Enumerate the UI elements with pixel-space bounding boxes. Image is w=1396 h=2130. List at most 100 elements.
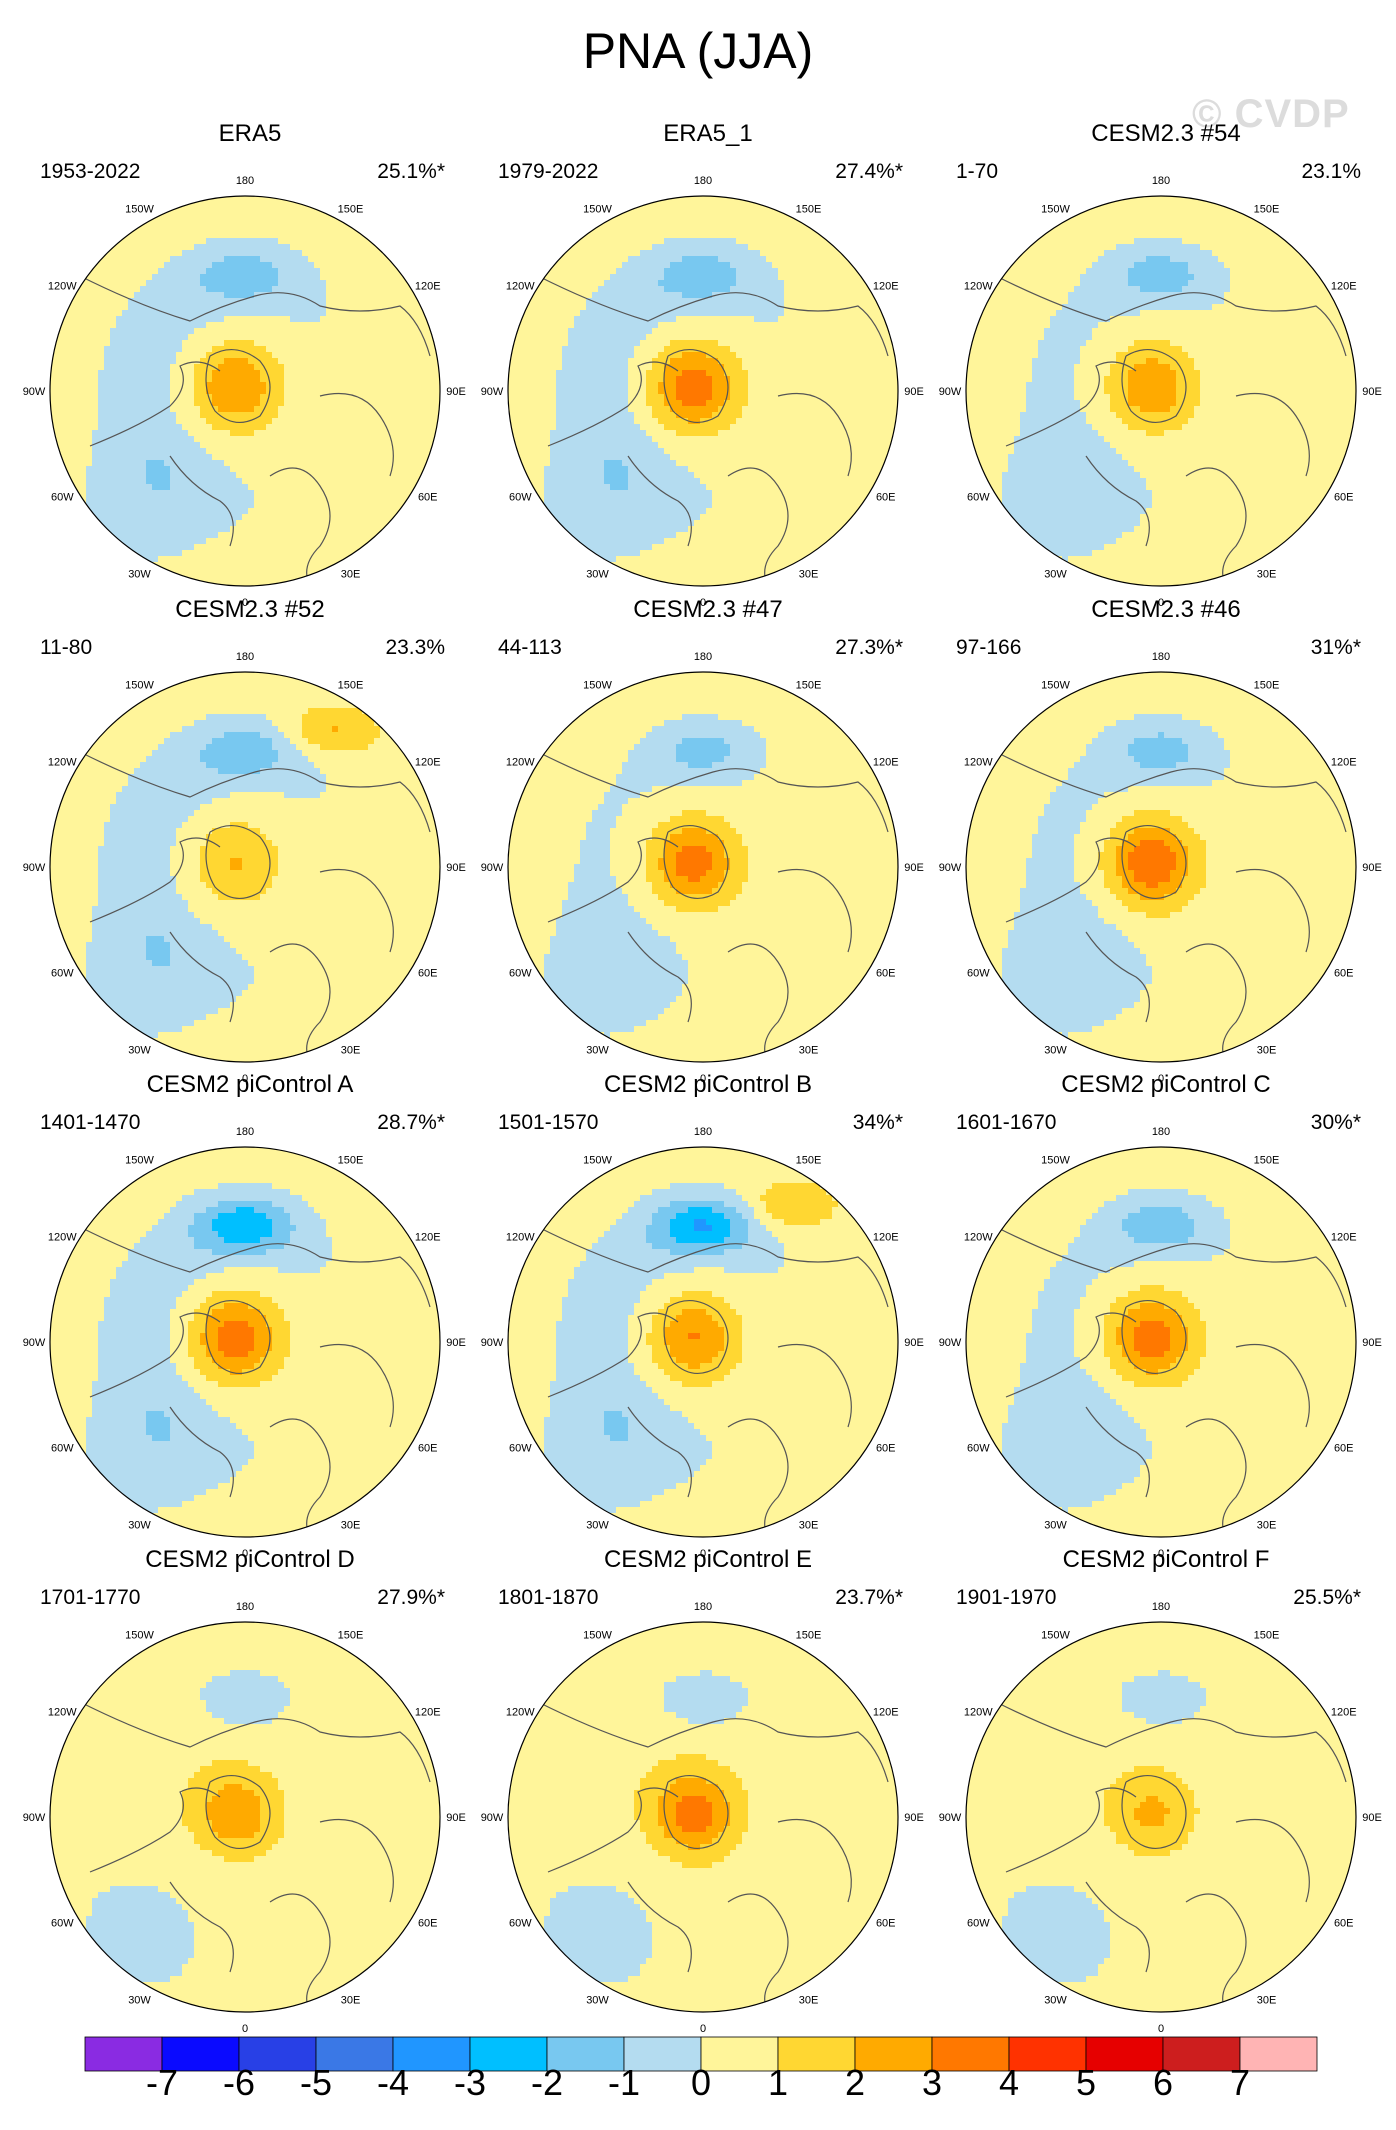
longitude-label: 90E [904, 386, 924, 398]
coastlines [79, 275, 431, 586]
longitude-label: 150E [1254, 1629, 1280, 1641]
longitude-label: 120W [48, 757, 77, 769]
map-panel: CESM2.3 #54 1-70 23.1% 180 150E 120E 90E 60E 30E… [936, 120, 1396, 620]
longitude-label: 30E [341, 1045, 361, 1057]
longitude-label: 0 [242, 2023, 248, 2035]
map-panel: CESM2 piControl C 1601-1670 30%* 180 150E 120… [936, 1071, 1396, 1571]
longitude-label: 150E [338, 1154, 364, 1166]
map-panel: CESM2 piControl A 1401-1470 28.7%* 180 150E 1… [20, 1071, 480, 1571]
longitude-label: 30W [128, 1995, 151, 2007]
colorbar-tick-label: 7 [1210, 2062, 1270, 2104]
panel-period: 11-80 [40, 636, 92, 660]
longitude-label: 30E [799, 1995, 819, 2007]
longitude-label: 0 [242, 597, 248, 609]
polar-map: 180 150E 120E 90E 60E 30E 0 30W 60W 90W 120W 150W [939, 1126, 1382, 1560]
panel-title: CESM2 piControl D [20, 1546, 480, 1574]
cvdp-watermark: © CVDP [1192, 92, 1350, 137]
longitude-label: 150W [583, 1154, 612, 1166]
longitude-label: 60W [509, 1918, 532, 1930]
colorbar-tick-label: -4 [363, 2062, 423, 2104]
figure-title: PNA (JJA) [0, 22, 1396, 80]
longitude-label: 90E [446, 1337, 466, 1349]
longitude-label: 150E [338, 203, 364, 215]
longitude-label: 60E [418, 492, 438, 504]
panel-title: ERA5 [20, 120, 480, 148]
longitude-label: 90E [1362, 386, 1382, 398]
longitude-label: 150W [125, 1629, 154, 1641]
longitude-label: 180 [694, 651, 712, 663]
longitude-label: 60E [876, 968, 896, 980]
panel-title: CESM2.3 #52 [20, 596, 480, 624]
longitude-label: 90E [446, 1812, 466, 1824]
polar-map: 180 150E 120E 90E 60E 30E 0 30W 60W 90W 120W 150W [939, 1601, 1382, 2035]
anomaly-field [508, 1622, 898, 2012]
longitude-label: 60W [509, 492, 532, 504]
colorbar-tick-label: -3 [440, 2062, 500, 2104]
longitude-label: 60W [967, 1918, 990, 1930]
longitude-label: 30E [799, 1520, 819, 1532]
longitude-label: 90W [23, 386, 46, 398]
longitude-label: 30E [341, 1520, 361, 1532]
longitude-label: 90W [939, 386, 962, 398]
longitude-label: 120E [873, 757, 899, 769]
longitude-label: 0 [1158, 1073, 1164, 1085]
longitude-label: 180 [694, 175, 712, 187]
longitude-label: 120E [1331, 1707, 1357, 1719]
anomaly-field [966, 672, 1356, 1062]
polar-map: 180 150E 120E 90E 60E 30E 0 30W 60W 90W 120W 150W [23, 1601, 466, 2035]
polar-map: 180 150E 120E 90E 60E 30E 0 30W 60W 90W 120W 150W [481, 1126, 924, 1560]
longitude-label: 120E [1331, 1232, 1357, 1244]
longitude-label: 150W [1041, 203, 1070, 215]
longitude-label: 60E [418, 1918, 438, 1930]
panel-percent: 30%* [1311, 1111, 1361, 1135]
panel-period: 1979-2022 [498, 160, 598, 184]
panel-period: 97-166 [956, 636, 1021, 660]
map-panel: CESM2.3 #46 97-166 31%* 180 150E 120E 90E 60E 30… [936, 596, 1396, 1096]
longitude-label: 150W [583, 1629, 612, 1641]
colorbar-tick-label: 1 [748, 2062, 808, 2104]
panel-title: CESM2 piControl C [936, 1071, 1396, 1099]
longitude-label: 30W [128, 569, 151, 581]
map-panel: CESM2 piControl F 1901-1970 25.5%* 180 150E 1… [936, 1546, 1396, 2046]
longitude-label: 60W [967, 492, 990, 504]
longitude-label: 150E [796, 203, 822, 215]
longitude-label: 0 [242, 1548, 248, 1560]
longitude-label: 120E [415, 1707, 441, 1719]
polar-map: 180 150E 120E 90E 60E 30E 0 30W 60W 90W 120W 150W [481, 1601, 924, 2035]
longitude-label: 60E [876, 492, 896, 504]
longitude-label: 30W [128, 1520, 151, 1532]
longitude-label: 30E [799, 569, 819, 581]
coastlines [79, 1701, 431, 2012]
longitude-label: 30E [1257, 569, 1277, 581]
polar-map: 180 150E 120E 90E 60E 30E 0 30W 60W 90W 120W 150W [939, 651, 1382, 1085]
longitude-label: 150W [583, 679, 612, 691]
panel-percent: 23.7%* [835, 1586, 903, 1610]
longitude-label: 180 [236, 1601, 254, 1613]
longitude-label: 90E [1362, 1337, 1382, 1349]
longitude-label: 120W [964, 757, 993, 769]
longitude-label: 120E [415, 757, 441, 769]
longitude-label: 90W [939, 862, 962, 874]
map-panel: CESM2 piControl B 1501-1570 34%* 180 150E 120… [478, 1071, 938, 1571]
colorbar-tick-label: 2 [825, 2062, 885, 2104]
longitude-label: 120W [964, 1707, 993, 1719]
longitude-label: 90E [904, 862, 924, 874]
longitude-label: 180 [236, 651, 254, 663]
panel-title: CESM2 piControl A [20, 1071, 480, 1099]
coastlines [537, 751, 889, 1062]
longitude-label: 30W [1044, 1045, 1067, 1057]
longitude-label: 150E [796, 1629, 822, 1641]
coastlines [995, 1226, 1347, 1537]
longitude-label: 0 [1158, 597, 1164, 609]
longitude-label: 150W [1041, 679, 1070, 691]
anomaly-field [50, 672, 440, 1062]
anomaly-field [966, 196, 1356, 586]
longitude-label: 60W [967, 968, 990, 980]
map-panel: CESM2.3 #47 44-113 27.3%* 180 150E 120E 90E 60E… [478, 596, 938, 1096]
longitude-label: 180 [236, 175, 254, 187]
longitude-label: 90E [1362, 1812, 1382, 1824]
longitude-label: 30W [586, 1045, 609, 1057]
longitude-label: 90W [481, 1812, 504, 1824]
panel-period: 1501-1570 [498, 1111, 598, 1135]
longitude-label: 90E [1362, 862, 1382, 874]
